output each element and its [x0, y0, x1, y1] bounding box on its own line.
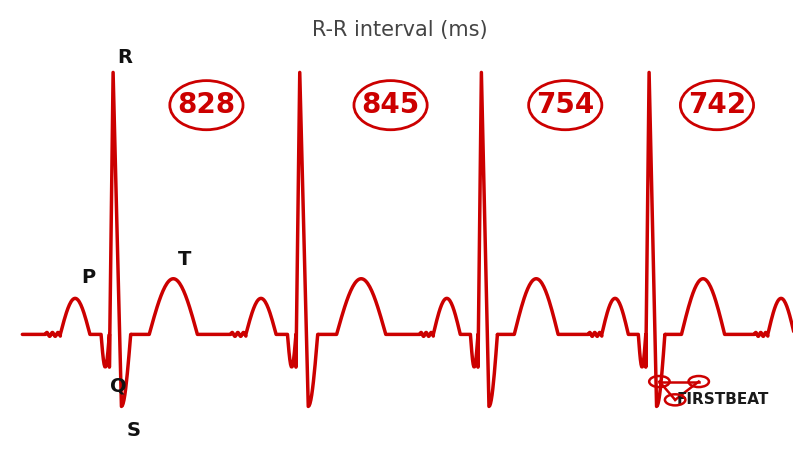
Text: P: P [82, 268, 95, 286]
Text: 742: 742 [688, 91, 746, 119]
Text: FIRSTBEAT: FIRSTBEAT [677, 392, 770, 407]
Text: 828: 828 [178, 91, 235, 119]
Text: 845: 845 [362, 91, 420, 119]
Text: S: S [126, 421, 140, 440]
Text: 754: 754 [536, 91, 594, 119]
Text: R: R [118, 48, 133, 67]
Text: R-R interval (ms): R-R interval (ms) [312, 20, 488, 40]
Text: T: T [178, 250, 191, 269]
Text: Q: Q [110, 377, 126, 396]
